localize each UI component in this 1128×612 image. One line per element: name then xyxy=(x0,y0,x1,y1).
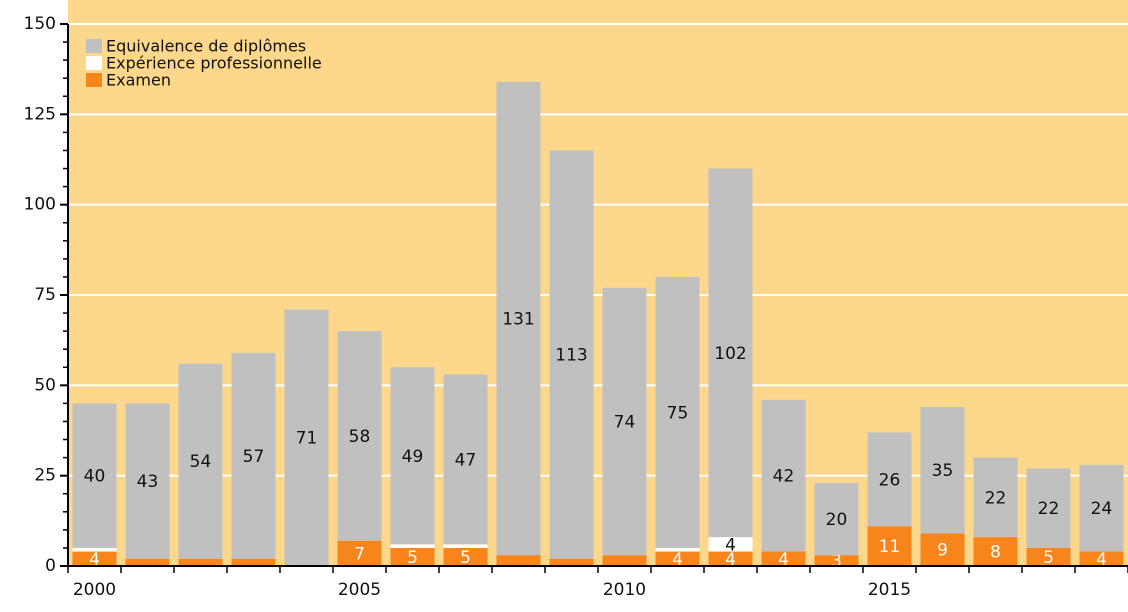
y-tick-label: 100 xyxy=(24,195,56,215)
bar-segment xyxy=(814,482,859,556)
data-label: 131 xyxy=(502,309,534,329)
bar-segment xyxy=(549,150,594,559)
bar-segment xyxy=(708,537,753,552)
bar-segment xyxy=(920,407,965,534)
data-label: 4 xyxy=(725,550,736,570)
bar-segment xyxy=(125,403,170,559)
data-label: 43 xyxy=(137,472,159,492)
data-label: 49 xyxy=(402,447,424,467)
plot-background xyxy=(68,0,1128,566)
bar-segment xyxy=(1026,468,1071,548)
legend-swatch xyxy=(86,73,102,87)
data-label: 58 xyxy=(349,427,371,447)
bar-segment xyxy=(655,276,700,548)
bar-segment xyxy=(708,168,753,538)
x-tick-label: 2015 xyxy=(868,580,911,600)
bar-segment xyxy=(1026,547,1071,566)
data-label: 5 xyxy=(460,548,471,568)
y-tick-label: 75 xyxy=(34,285,56,305)
data-label: 4 xyxy=(89,550,100,570)
bar-segment xyxy=(337,540,382,566)
data-label: 4 xyxy=(1096,550,1107,570)
bar-segment xyxy=(973,457,1018,538)
bar-segment xyxy=(920,533,965,566)
bar-segment xyxy=(549,558,594,566)
data-label: 42 xyxy=(773,467,795,487)
bar-segment xyxy=(443,374,488,545)
bar-segment xyxy=(443,547,488,566)
data-label: 4 xyxy=(725,535,736,555)
bar-segment xyxy=(602,555,647,566)
bar-segment xyxy=(284,309,329,566)
legend-label: Expérience professionnelle xyxy=(106,54,322,73)
bar-segment xyxy=(178,363,223,559)
data-label: 4 xyxy=(778,550,789,570)
bar-segment xyxy=(443,544,488,548)
bar-segment xyxy=(973,537,1018,566)
data-label: 24 xyxy=(1091,499,1113,519)
data-label: 8 xyxy=(990,543,1001,563)
bar-segment xyxy=(390,367,435,545)
data-label: 57 xyxy=(243,447,265,467)
data-label: 5 xyxy=(1043,548,1054,568)
y-tick-label: 0 xyxy=(45,556,56,576)
data-label: 5 xyxy=(407,548,418,568)
bar-segment xyxy=(655,551,700,566)
bar-segment xyxy=(390,547,435,566)
legend-label: Examen xyxy=(106,71,171,90)
bar-segment xyxy=(231,352,276,559)
data-label: 26 xyxy=(879,470,901,490)
bar-segment xyxy=(390,544,435,548)
data-label: 35 xyxy=(932,461,954,481)
x-tick-label: 2000 xyxy=(73,580,116,600)
bar-segment xyxy=(1079,464,1124,552)
legend-swatch xyxy=(86,56,102,70)
data-label: 75 xyxy=(667,403,689,423)
bar-segment xyxy=(761,551,806,566)
data-label: 20 xyxy=(826,510,848,530)
data-label: 3 xyxy=(831,552,842,572)
legend-swatch xyxy=(86,39,102,53)
bar-segment xyxy=(814,555,859,566)
data-label: 22 xyxy=(985,488,1007,508)
data-label: 9 xyxy=(937,541,948,561)
bar-segment xyxy=(602,287,647,556)
bar-segment xyxy=(496,81,541,556)
data-label: 4 xyxy=(672,550,683,570)
bar-segment xyxy=(761,399,806,552)
x-tick-label: 2010 xyxy=(603,580,646,600)
bar-segment xyxy=(1079,551,1124,566)
data-label: 74 xyxy=(614,412,636,432)
data-label: 11 xyxy=(879,537,901,557)
data-label: 22 xyxy=(1038,499,1060,519)
y-tick-label: 125 xyxy=(24,104,56,124)
y-tick-label: 150 xyxy=(24,14,56,34)
legend-label: Equivalence de diplômes xyxy=(106,37,306,56)
bar-segment xyxy=(867,526,912,566)
data-label: 7 xyxy=(354,544,365,564)
y-tick-label: 50 xyxy=(34,375,56,395)
bar-segment xyxy=(655,547,700,552)
bar-segment xyxy=(72,403,117,548)
bar-segment xyxy=(231,558,276,566)
bar-segment xyxy=(72,551,117,566)
bar-segment xyxy=(708,551,753,566)
data-label: 113 xyxy=(555,346,587,366)
y-tick-label: 25 xyxy=(34,466,56,486)
data-label: 54 xyxy=(190,452,212,472)
data-label: 71 xyxy=(296,429,318,449)
bar-segment xyxy=(337,331,382,541)
data-label: 102 xyxy=(714,344,746,364)
data-label: 40 xyxy=(84,467,106,487)
bar-segment xyxy=(496,555,541,566)
bar-segment xyxy=(867,432,912,527)
bar-segment xyxy=(125,558,170,566)
bar-segment xyxy=(178,558,223,566)
data-label: 47 xyxy=(455,450,477,470)
bar-segment xyxy=(72,547,117,552)
x-tick-label: 2005 xyxy=(338,580,381,600)
